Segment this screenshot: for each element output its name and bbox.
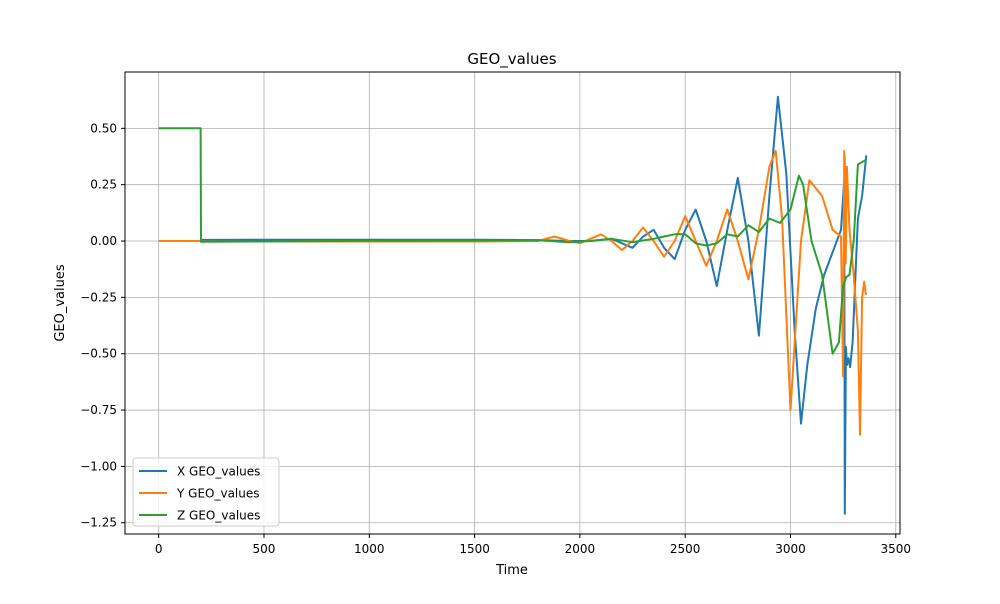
x-tick-label: 2500: [670, 542, 701, 556]
series-layer: [158, 95, 868, 515]
y-tick-label: −0.25: [80, 290, 117, 304]
series-line-y: [158, 149, 867, 436]
legend: X GEO_values Y GEO_values Z GEO_values: [132, 457, 280, 527]
x-tick-label: 1500: [459, 542, 490, 556]
x-tick-label: 500: [253, 542, 276, 556]
series-line-z: [158, 127, 867, 355]
axes: 0 500 1000 1500 2000 2500 3000 3500 0.50 0.25 0.00…: [80, 71, 912, 556]
chart-title: GEO_values: [467, 50, 556, 69]
y-tick-label: −1.00: [80, 459, 117, 473]
y-axis-label: GEO_values: [53, 264, 68, 342]
y-tick-label: −0.50: [80, 347, 117, 361]
y-tick-label: 0.50: [90, 121, 117, 135]
legend-box: [132, 457, 280, 527]
legend-label: Z GEO_values: [177, 509, 260, 523]
y-tick-label: 0.00: [90, 234, 117, 248]
legend-label: Y GEO_values: [176, 487, 260, 501]
y-tick-label: −0.75: [80, 403, 117, 417]
x-tick-label: 3500: [881, 542, 912, 556]
y-tick-label: −1.25: [80, 516, 117, 530]
plot-frame: [124, 71, 901, 535]
x-tick-label: 2000: [565, 542, 596, 556]
x-tick-label: 1000: [354, 542, 385, 556]
y-tick-label: 0.25: [90, 178, 117, 192]
x-tick-label: 3000: [775, 542, 806, 556]
x-axis-label: Time: [495, 563, 528, 578]
x-tick-label: 0: [155, 542, 163, 556]
legend-label: X GEO_values: [177, 465, 260, 479]
